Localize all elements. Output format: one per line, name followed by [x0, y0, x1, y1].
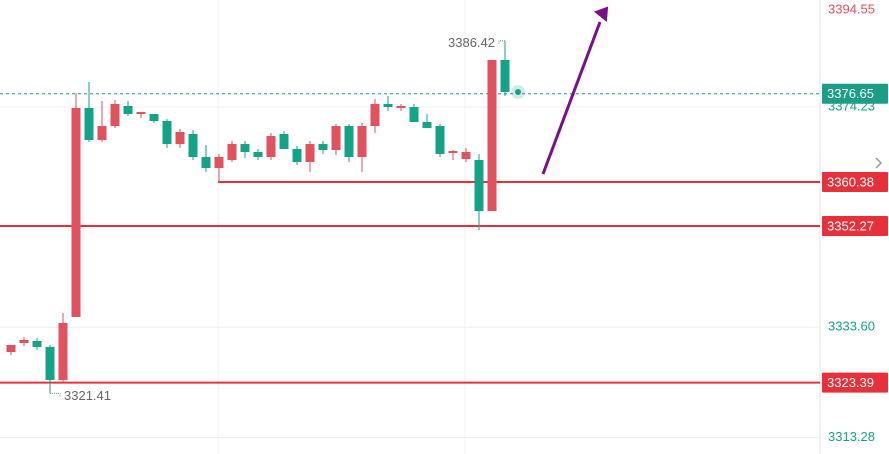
price-line-label: 3360.38 [827, 174, 874, 189]
candle-body [305, 144, 315, 162]
candle-body [84, 108, 94, 141]
candle-body [344, 126, 354, 157]
candle-body [71, 108, 81, 317]
price-line-label: 3352.27 [827, 218, 874, 233]
candle-body [214, 156, 224, 169]
y-tick-label: 3333.60 [828, 319, 875, 334]
candle-body [201, 156, 211, 169]
candle-body [123, 106, 133, 115]
high-marker [498, 40, 505, 44]
candle-body [110, 103, 120, 127]
low-marker [50, 392, 61, 397]
candle-body [409, 107, 419, 123]
candle-body [383, 103, 393, 108]
candle-body [188, 133, 198, 157]
candle-body [448, 151, 458, 153]
candle-body [331, 126, 341, 150]
candle-body [357, 126, 367, 157]
candle-body [227, 144, 237, 160]
price-line-box [822, 172, 888, 193]
candle-body [149, 114, 159, 122]
candle-body [253, 152, 263, 157]
candle-body [175, 131, 185, 145]
price-line-label: 3323.39 [827, 375, 874, 390]
pulse-dot [515, 89, 521, 96]
candle-body [19, 339, 29, 344]
price-line-box [822, 372, 888, 393]
candle-body [32, 341, 42, 347]
candle-body [97, 126, 107, 141]
price-line-box [822, 215, 888, 236]
candle-body [474, 159, 484, 212]
candle-body [318, 144, 328, 150]
arrow [541, 21, 602, 175]
arrow-head [593, 6, 609, 22]
candle-body [266, 135, 276, 157]
low-label: 3321.41 [64, 388, 111, 403]
y-tick-label: 3313.28 [828, 429, 875, 444]
candle-body [45, 346, 55, 381]
expand-button[interactable] [875, 157, 883, 169]
candle-body [396, 106, 406, 109]
current-price-label: 3376.65 [827, 86, 874, 101]
candle-body [240, 144, 250, 153]
high-label: 3386.42 [448, 35, 495, 50]
candle-body [279, 133, 289, 150]
candle-body [6, 345, 16, 353]
candle-body [422, 122, 432, 129]
candle-body [500, 59, 510, 93]
candle-body [58, 322, 68, 381]
y-tick-label: 3394.55 [828, 1, 875, 16]
candle-body [292, 149, 302, 162]
candle-body [487, 59, 497, 212]
candle-body [461, 152, 471, 160]
candle-body [435, 126, 445, 155]
candle-body [162, 121, 172, 145]
candle-body [370, 103, 380, 127]
current-price-box [822, 83, 888, 104]
candle-body [136, 112, 146, 115]
